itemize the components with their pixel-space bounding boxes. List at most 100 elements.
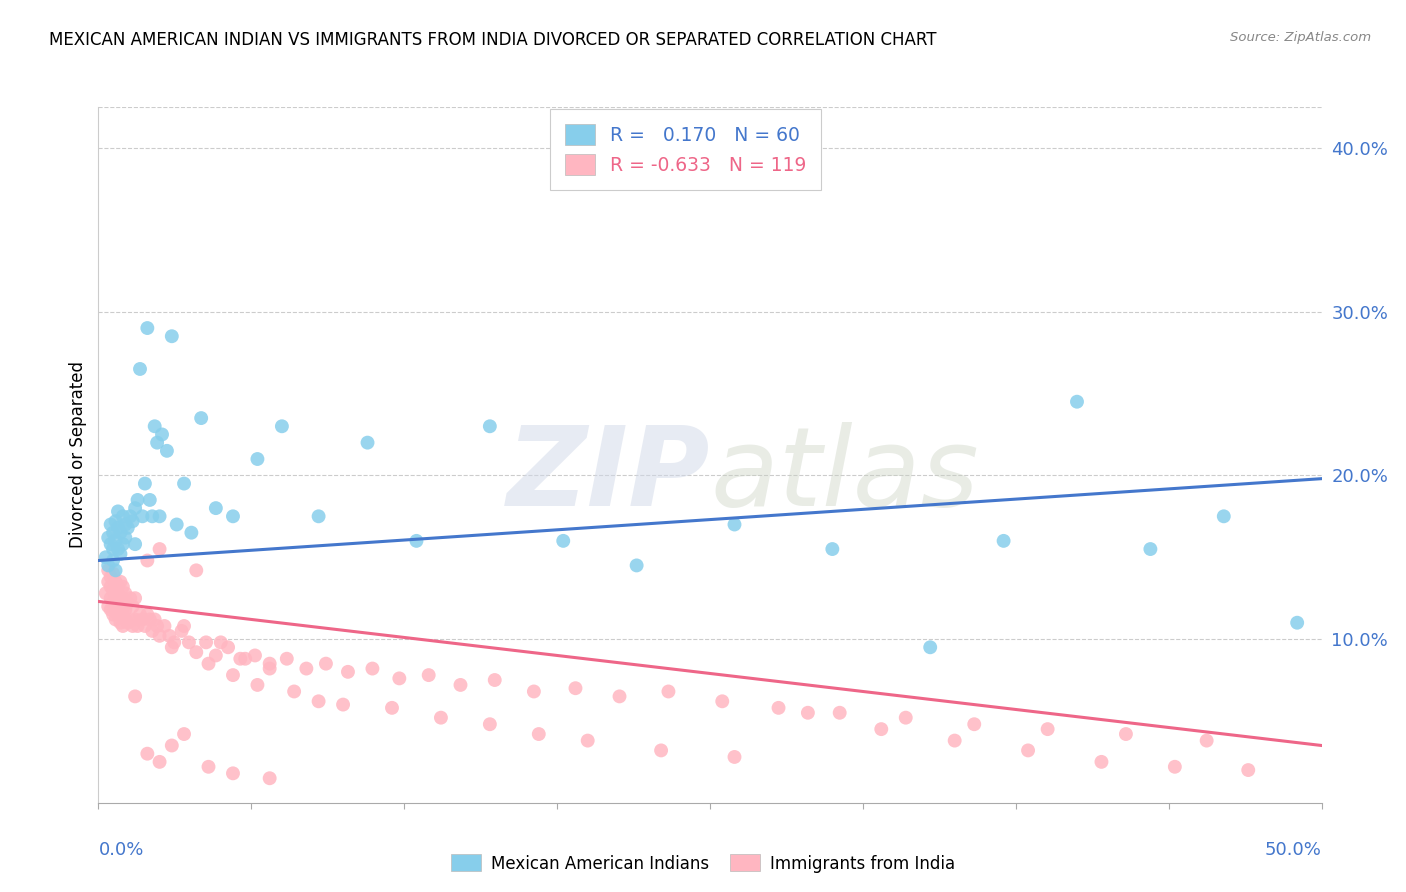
Point [121, 514, 143, 528]
Point [104, 612, 127, 626]
Point [97, 563, 120, 577]
Point [121, 599, 143, 614]
Point [149, 509, 172, 524]
Point [1115, 727, 1137, 741]
Point [657, 684, 679, 698]
Point [110, 615, 132, 630]
Point [149, 542, 172, 557]
Point [149, 629, 172, 643]
Point [388, 672, 411, 686]
Point [117, 615, 139, 630]
Point [104, 586, 127, 600]
Point [104, 563, 127, 577]
Point [141, 624, 163, 638]
Point [259, 662, 281, 676]
Point [110, 591, 132, 606]
Point [101, 566, 124, 581]
Point [111, 607, 134, 622]
Point [173, 476, 195, 491]
Point [141, 509, 163, 524]
Point [1195, 733, 1218, 747]
Point [1139, 542, 1161, 557]
Point [157, 629, 180, 643]
Point [124, 537, 146, 551]
Point [100, 580, 122, 594]
Point [107, 599, 129, 614]
Point [336, 665, 359, 679]
Point [484, 673, 506, 687]
Point [418, 668, 440, 682]
Text: atlas: atlas [710, 422, 979, 529]
Point [173, 619, 195, 633]
Point [205, 501, 228, 516]
Point [1036, 722, 1059, 736]
Point [650, 743, 672, 757]
Point [828, 706, 851, 720]
Point [136, 607, 159, 622]
Point [97, 599, 120, 614]
Point [160, 329, 183, 343]
Point [136, 747, 159, 761]
Point [120, 591, 142, 606]
Point [821, 542, 844, 557]
Text: MEXICAN AMERICAN INDIAN VS IMMIGRANTS FROM INDIA DIVORCED OR SEPARATED CORRELATI: MEXICAN AMERICAN INDIAN VS IMMIGRANTS FR… [49, 31, 936, 49]
Point [104, 514, 127, 528]
Point [104, 574, 127, 589]
Point [576, 733, 599, 747]
Point [1286, 615, 1309, 630]
Point [173, 727, 195, 741]
Text: Source: ZipAtlas.com: Source: ZipAtlas.com [1230, 31, 1371, 45]
Point [107, 542, 129, 557]
Point [101, 542, 124, 557]
Point [124, 690, 146, 704]
Point [920, 640, 942, 655]
Point [1066, 394, 1088, 409]
Point [963, 717, 986, 731]
Point [107, 607, 129, 622]
Point [233, 651, 256, 665]
Point [146, 435, 169, 450]
Point [283, 684, 305, 698]
Point [124, 501, 146, 516]
Point [564, 681, 586, 696]
Point [153, 619, 176, 633]
Point [197, 657, 219, 671]
Text: ZIP: ZIP [506, 422, 710, 529]
Point [186, 563, 208, 577]
Point [100, 602, 122, 616]
Point [553, 533, 575, 548]
Point [381, 701, 404, 715]
Point [332, 698, 354, 712]
Point [308, 509, 330, 524]
Point [246, 452, 269, 467]
Point [205, 648, 228, 663]
Point [114, 586, 136, 600]
Point [356, 435, 378, 450]
Point [139, 612, 162, 626]
Point [259, 657, 281, 671]
Point [124, 591, 146, 606]
Point [149, 755, 172, 769]
Point [111, 537, 134, 551]
Point [180, 525, 202, 540]
Point [276, 651, 298, 665]
Point [110, 525, 132, 540]
Point [110, 602, 132, 616]
Point [797, 706, 820, 720]
Point [170, 624, 193, 638]
Point [315, 657, 337, 671]
Point [114, 517, 136, 532]
Point [111, 580, 134, 594]
Point [246, 678, 269, 692]
Point [711, 694, 734, 708]
Point [110, 547, 132, 561]
Point [217, 640, 239, 655]
Point [160, 640, 183, 655]
Point [146, 619, 169, 633]
Point [129, 607, 152, 622]
Point [131, 612, 153, 626]
Point [1090, 755, 1112, 769]
Point [143, 419, 166, 434]
Point [1212, 509, 1234, 524]
Legend: R =   0.170   N = 60, R = -0.633   N = 119: R = 0.170 N = 60, R = -0.633 N = 119 [550, 110, 821, 190]
